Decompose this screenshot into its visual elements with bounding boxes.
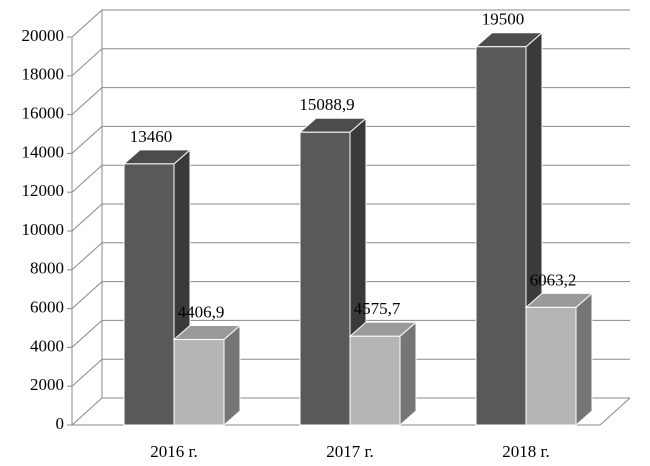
- grid-line: [71, 242, 630, 271]
- bar-front: [475, 46, 527, 426]
- y-tick-label: 0: [56, 414, 65, 433]
- bar-front: [525, 306, 577, 426]
- y-tick-label: 2000: [30, 375, 64, 394]
- y-tick-label: 6000: [30, 298, 64, 317]
- data-label: 4575,7: [354, 299, 401, 318]
- bar: [298, 117, 368, 427]
- bar: [172, 324, 242, 427]
- x-tick-label: 2016 г.: [150, 442, 198, 461]
- grid-line: [71, 48, 630, 77]
- data-label: 15088,9: [299, 95, 354, 114]
- grid-line: [71, 319, 630, 348]
- y-tick-label: 18000: [22, 65, 65, 84]
- bar-side: [399, 321, 417, 427]
- bar: [348, 321, 418, 427]
- data-label: 13460: [130, 127, 173, 146]
- y-tick-label: 14000: [22, 142, 65, 161]
- grid-line: [71, 358, 630, 387]
- bar: [524, 292, 594, 427]
- y-tick-label: 12000: [22, 181, 65, 200]
- grid-line: [71, 125, 630, 154]
- grid-line: [71, 281, 630, 309]
- y-tick-label: 8000: [30, 259, 64, 278]
- bar-front: [299, 131, 351, 426]
- y-tick-label: 16000: [22, 104, 65, 123]
- bar-side: [223, 324, 241, 427]
- data-label: 6063,2: [530, 270, 577, 289]
- grid-line: [71, 397, 630, 426]
- grid-line: [71, 87, 630, 115]
- x-tick-label: 2017 г.: [326, 442, 374, 461]
- data-label: 4406,9: [178, 302, 225, 321]
- y-tick-label: 20000: [22, 26, 65, 45]
- y-tick-label: 10000: [22, 220, 65, 239]
- x-tick-label: 2018 г.: [502, 442, 550, 461]
- bar-side: [575, 292, 593, 427]
- data-label: 19500: [482, 10, 525, 29]
- grid-line: [71, 164, 630, 193]
- grid-line: [71, 203, 630, 232]
- bar-front: [173, 339, 225, 426]
- bar-front: [123, 163, 175, 426]
- y-tick-label: 4000: [30, 336, 64, 355]
- bar-front: [349, 335, 401, 426]
- grid-line: [71, 9, 630, 38]
